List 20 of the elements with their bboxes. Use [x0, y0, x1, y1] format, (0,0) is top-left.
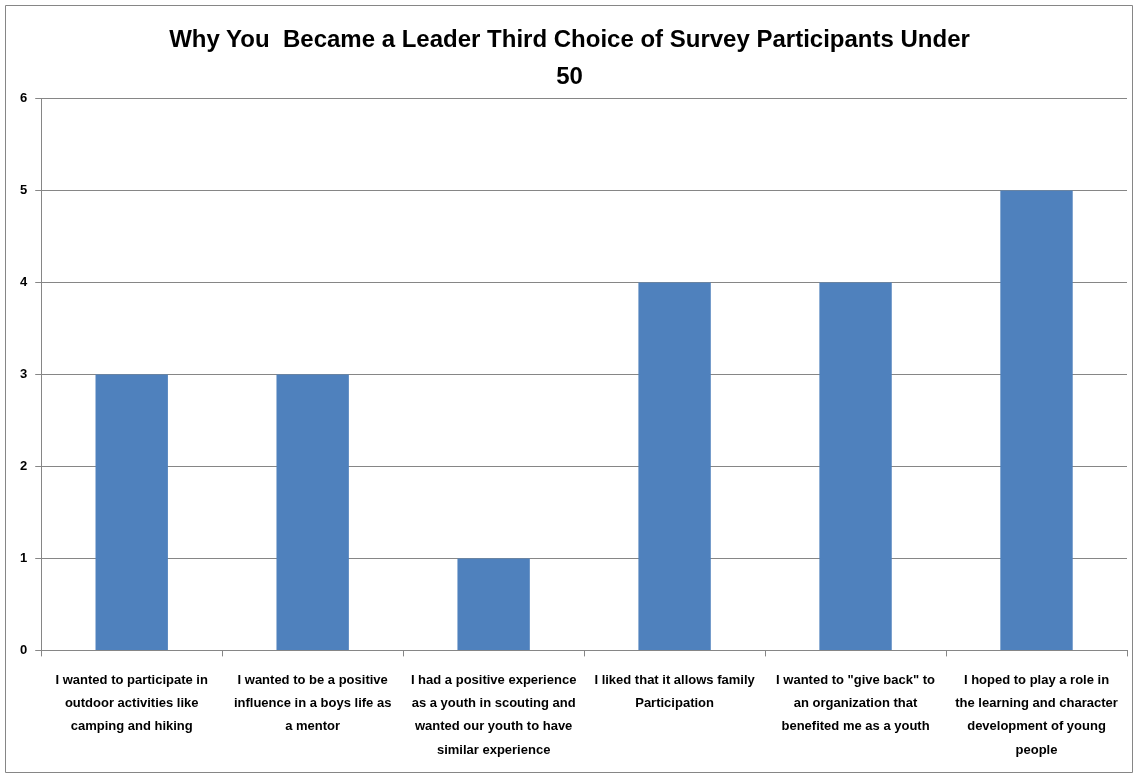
y-tick-label: 0 — [20, 641, 28, 657]
x-tick-label: I had a positive experience as a youth in scouting and wanted our youth to have similar experience — [410, 671, 577, 757]
bar — [638, 282, 711, 650]
x-tick-label: I wanted to participate in outdoor activities like camping and hiking — [55, 671, 208, 734]
x-tick-label: I hoped to play a role in the learning and character development of young people — [955, 671, 1118, 757]
y-tick-label: 1 — [20, 549, 28, 565]
y-tick-label: 6 — [20, 89, 28, 105]
y-tick-label: 5 — [20, 181, 28, 197]
bar — [819, 282, 892, 650]
bar — [95, 374, 168, 650]
x-tick-label: I wanted to "give back" to an organization that benefited me as a youth — [776, 671, 936, 734]
x-tick-label: I wanted to be a positive influence in a boys life as a mentor — [233, 671, 392, 734]
bar — [276, 374, 349, 650]
x-tick-label: I liked that it allows family Participation — [594, 671, 756, 711]
y-tick-label: 4 — [20, 273, 28, 289]
y-tick-label: 2 — [20, 457, 28, 473]
y-tick-label: 3 — [20, 365, 28, 381]
bar — [1000, 190, 1073, 650]
bar — [457, 558, 530, 650]
chart-title: Why You Became a Leader Third Choice of Survey Participants Under 50 — [169, 25, 970, 90]
